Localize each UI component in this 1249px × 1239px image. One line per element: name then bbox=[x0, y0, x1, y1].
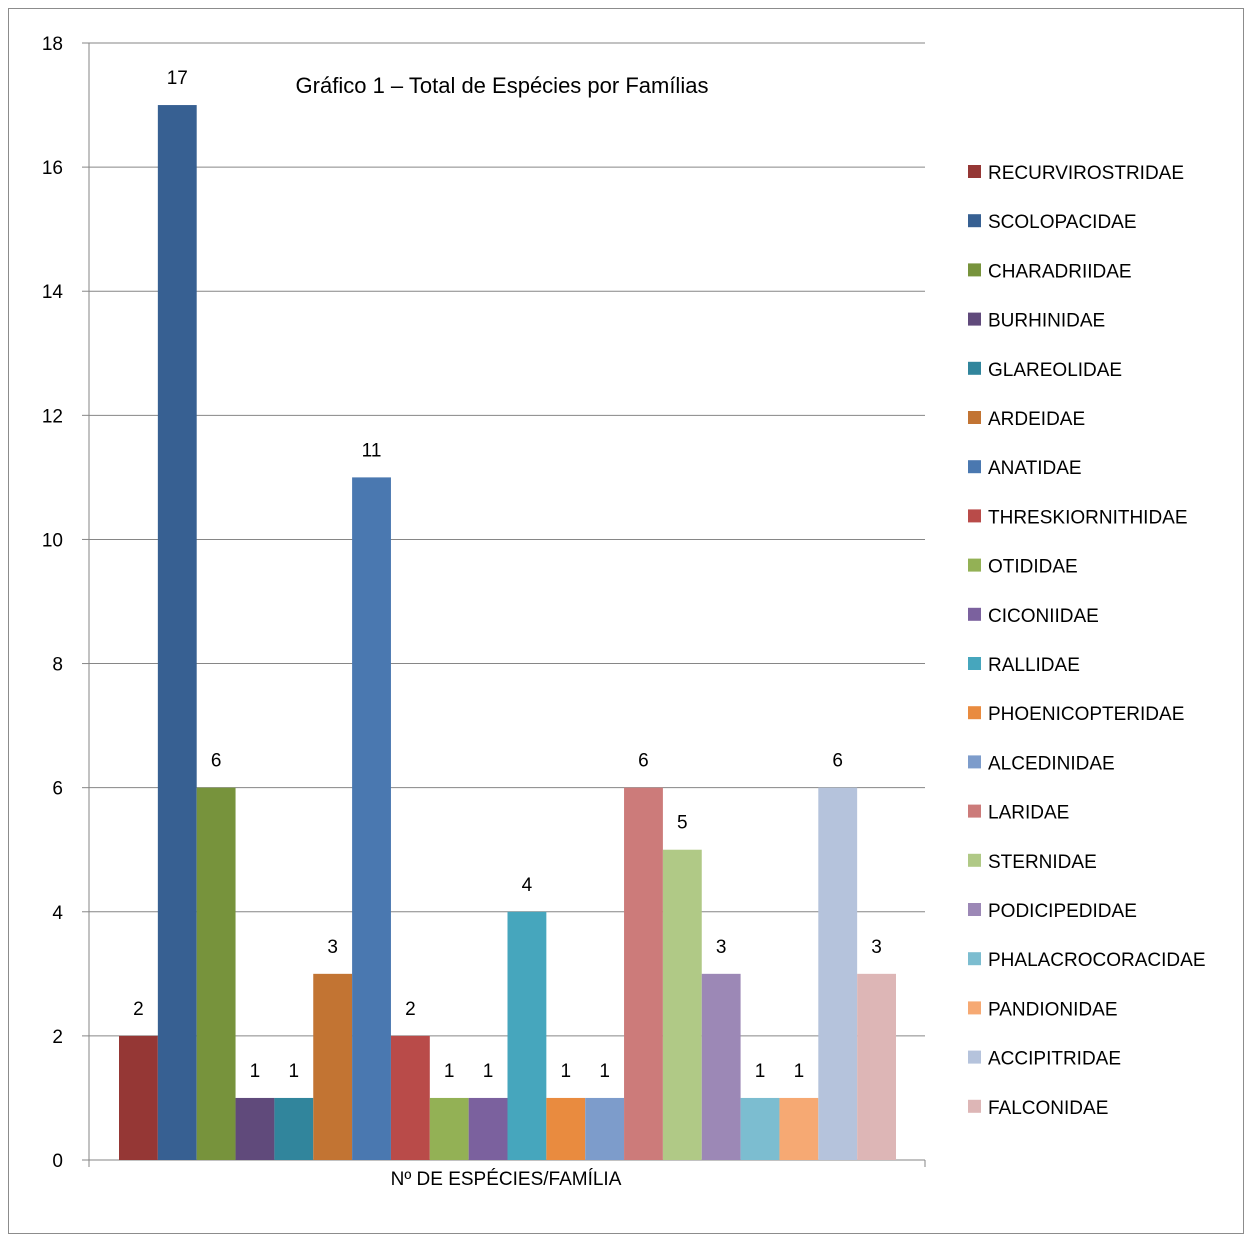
bar bbox=[740, 1097, 780, 1160]
data-label: 6 bbox=[832, 751, 843, 772]
bar bbox=[624, 787, 663, 1160]
legend-swatch bbox=[968, 706, 981, 720]
data-label: 1 bbox=[289, 1061, 300, 1082]
legend-label: STERNIDAE bbox=[988, 852, 1097, 873]
legend-swatch bbox=[968, 657, 981, 670]
legend-label: SCOLOPACIDAE bbox=[988, 212, 1137, 233]
data-label: 6 bbox=[211, 751, 222, 772]
bar bbox=[662, 849, 702, 1160]
y-tick-label: 4 bbox=[52, 903, 63, 924]
legend-label: PANDIONIDAE bbox=[988, 999, 1118, 1020]
legend: RECURVIROSTRIDAE SCOLOPACIDAE CHARADRIIDAE… bbox=[968, 163, 1206, 1119]
y-tick-label: 16 bbox=[42, 158, 63, 179]
bar bbox=[701, 973, 741, 1160]
legend-label: ALCEDINIDAE bbox=[988, 753, 1115, 774]
legend-swatch bbox=[968, 804, 981, 818]
data-label: 1 bbox=[444, 1061, 455, 1082]
bar bbox=[779, 1097, 819, 1160]
chart-title: Gráfico 1 – Total de Espécies por Famíli… bbox=[296, 73, 709, 98]
bar bbox=[585, 1097, 625, 1160]
y-tick-label: 6 bbox=[52, 779, 63, 800]
bar bbox=[119, 1035, 158, 1160]
legend-label: PODICIPEDIDAE bbox=[988, 901, 1137, 922]
data-label: 1 bbox=[599, 1061, 610, 1082]
data-label: 4 bbox=[522, 875, 533, 896]
data-label: 1 bbox=[483, 1061, 494, 1082]
data-label: 3 bbox=[327, 937, 338, 958]
legend-swatch bbox=[968, 853, 981, 867]
bar bbox=[274, 1097, 314, 1160]
data-label: 3 bbox=[871, 937, 882, 958]
y-tick-label: 14 bbox=[42, 282, 64, 303]
legend-swatch bbox=[968, 1099, 981, 1113]
legend-swatch bbox=[968, 903, 981, 916]
bar bbox=[857, 973, 896, 1160]
y-tick-label: 12 bbox=[42, 406, 63, 427]
bar bbox=[157, 105, 197, 1161]
legend-label: GLAREOLIDAE bbox=[988, 360, 1122, 381]
legend-swatch bbox=[968, 509, 981, 523]
data-label: 5 bbox=[677, 813, 688, 834]
data-label: 2 bbox=[405, 999, 416, 1020]
legend-label: BURHINIDAE bbox=[988, 311, 1105, 332]
bar bbox=[352, 477, 391, 1160]
legend-swatch bbox=[968, 165, 981, 178]
legend-label: PHALACROCORACIDAE bbox=[988, 950, 1206, 971]
data-label: 11 bbox=[362, 440, 382, 461]
y-tick-label: 2 bbox=[52, 1027, 63, 1048]
data-label: 2 bbox=[133, 999, 144, 1020]
legend-swatch bbox=[968, 312, 981, 326]
bar bbox=[468, 1097, 508, 1160]
x-axis-label: Nº DE ESPÉCIES/FAMÍLIA bbox=[391, 1169, 622, 1190]
data-label: 1 bbox=[250, 1061, 261, 1082]
bar bbox=[546, 1097, 586, 1160]
bar bbox=[429, 1097, 469, 1160]
legend-swatch bbox=[968, 558, 981, 572]
data-label: 1 bbox=[755, 1061, 766, 1082]
legend-swatch bbox=[968, 361, 981, 375]
legend-swatch bbox=[968, 755, 981, 769]
legend-swatch bbox=[968, 607, 981, 621]
legend-label: RALLIDAE bbox=[988, 655, 1080, 676]
legend-label: LARIDAE bbox=[988, 803, 1069, 824]
bar bbox=[390, 1035, 430, 1160]
data-label: 1 bbox=[560, 1061, 571, 1082]
data-label: 1 bbox=[794, 1061, 805, 1082]
legend-label: CICONIIDAE bbox=[988, 606, 1099, 627]
data-label: 17 bbox=[167, 68, 188, 89]
legend-label: FALCONIDAE bbox=[988, 1098, 1108, 1119]
legend-swatch bbox=[968, 263, 981, 277]
y-tick-label: 0 bbox=[52, 1151, 63, 1172]
y-tick-label: 10 bbox=[42, 530, 63, 551]
legend-swatch bbox=[968, 411, 981, 424]
legend-swatch bbox=[968, 952, 981, 966]
legend-label: ANATIDAE bbox=[988, 458, 1082, 479]
bar bbox=[235, 1097, 275, 1160]
legend-swatch bbox=[968, 1001, 981, 1015]
legend-label: OTIDIDAE bbox=[988, 557, 1078, 578]
bars bbox=[119, 105, 896, 1161]
bar bbox=[313, 973, 353, 1160]
data-label: 3 bbox=[716, 937, 727, 958]
data-label: 6 bbox=[638, 751, 649, 772]
bar bbox=[507, 911, 547, 1160]
legend-label: PHOENICOPTERIDAE bbox=[988, 704, 1184, 725]
legend-label: THRESKIORNITHIDAE bbox=[988, 507, 1188, 528]
y-tick-label: 8 bbox=[52, 655, 63, 676]
legend-label: CHARADRIIDAE bbox=[988, 261, 1132, 282]
legend-swatch bbox=[968, 1050, 981, 1064]
legend-label: RECURVIROSTRIDAE bbox=[988, 163, 1184, 184]
legend-swatch bbox=[968, 460, 981, 474]
bar bbox=[196, 787, 236, 1160]
bar bbox=[818, 787, 858, 1160]
legend-label: ACCIPITRIDAE bbox=[988, 1049, 1121, 1070]
legend-label: ARDEIDAE bbox=[988, 409, 1085, 430]
legend-swatch bbox=[968, 214, 981, 228]
y-tick-label: 18 bbox=[42, 34, 63, 55]
